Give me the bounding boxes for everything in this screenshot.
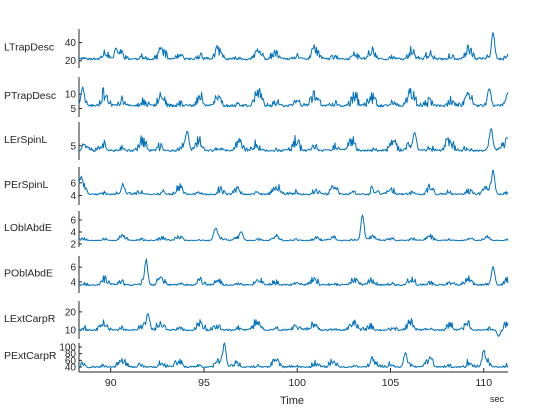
y-tick-label: 4: [70, 228, 76, 239]
trace-pextcarpr: [78, 342, 509, 369]
x-axis-label: Time: [280, 395, 304, 407]
x-tick-label: 95: [198, 377, 210, 389]
x-tick-label: 105: [382, 377, 400, 389]
y-tick-label: 10: [65, 325, 77, 336]
panel-lerspinl: 5 LErSpinL: [4, 122, 509, 160]
channel-label: LErSpinL: [4, 134, 47, 146]
channel-label: PTrapDesc: [4, 90, 56, 102]
channel-label: PErSpinL: [4, 179, 49, 191]
y-tick-label: 40: [65, 363, 77, 374]
trace-perspinl: [78, 170, 509, 196]
channel-label: LExtCarpR: [4, 313, 56, 325]
y-tick-label: 5: [70, 141, 76, 152]
trace-lerspinl: [78, 128, 509, 153]
y-tick-label: 2: [70, 240, 76, 251]
panel-poblabde: 4 6 POblAbdE: [4, 256, 509, 293]
x-tick-label: 100: [288, 377, 306, 389]
y-tick-label: 4: [70, 277, 76, 288]
x-axis: 90 95 100 105 110: [79, 368, 508, 389]
chart-panels: 2040LTrapDesc510PTrapDesc5LErSpinL46PErS…: [4, 29, 509, 374]
y-tick-label: 40: [65, 38, 77, 49]
y-tick-label: 4: [70, 191, 76, 202]
panel-ptrapdesc: 5 10 PTrapDesc: [4, 77, 509, 117]
y-tick-label: 6: [70, 178, 76, 189]
channel-label: POblAbdE: [4, 267, 53, 279]
x-tick-label: 110: [475, 377, 492, 389]
y-tick-label: 6: [70, 216, 76, 227]
trace-loblabde: [78, 214, 509, 242]
panel-lextcarpr: 10 20 LExtCarpR: [4, 301, 509, 339]
trace-lextcarpr: [78, 313, 509, 337]
x-axis-unit: sec: [490, 394, 505, 404]
y-tick-label: 20: [65, 56, 77, 67]
trace-poblabde: [78, 258, 509, 286]
trace-ltrapdesc: [78, 32, 509, 61]
y-tick-label: 80: [65, 349, 77, 360]
panel-perspinl: 4 6 PErSpinL: [4, 167, 509, 205]
channel-label: LTrapDesc: [4, 41, 54, 53]
y-tick-label: 6: [70, 263, 76, 274]
y-tick-label: 100: [59, 343, 76, 354]
y-tick-label: 5: [70, 104, 76, 115]
trace-ptrapdesc: [78, 86, 509, 108]
y-tick-label: 20: [65, 307, 77, 318]
channel-label: PExtCarpR: [4, 350, 57, 362]
panel-loblabde: 246 LOblAbdE: [4, 211, 509, 251]
channel-label: LOblAbdE: [4, 222, 52, 234]
y-tick-label: 10: [65, 90, 77, 101]
x-tick-label: 90: [105, 377, 117, 389]
y-tick-label: 60: [65, 356, 77, 367]
panel-ltrapdesc: 20 40 LTrapDesc: [4, 29, 509, 68]
